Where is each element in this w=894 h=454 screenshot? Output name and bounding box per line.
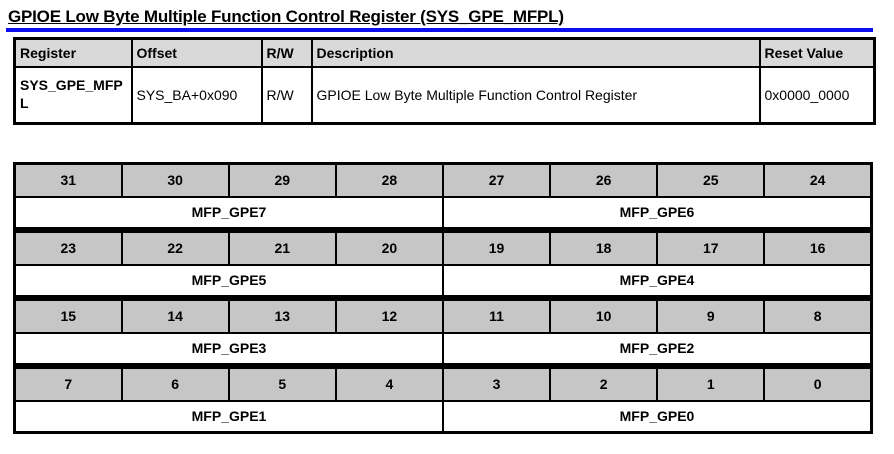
bit-number-row: 31 30 29 28 27 26 25 24 — [13, 162, 873, 198]
bit-field-cell: MFP_GPE2 — [442, 331, 873, 366]
bit-field-row: MFP_GPE1 MFP_GPE0 — [13, 399, 873, 434]
bit-number-cell: 6 — [120, 366, 230, 402]
title-underline-rule: GPIOE Low Byte Multiple Function Control… — [6, 7, 873, 32]
bit-number-row: 23 22 21 20 19 18 17 16 — [13, 230, 873, 266]
bit-number-cell: 19 — [441, 230, 552, 266]
bit-field-cell: MFP_GPE4 — [442, 263, 873, 298]
bit-field-cell: MFP_GPE3 — [13, 331, 444, 366]
bitfield-group-0: 31 30 29 28 27 26 25 24 MFP_GPE7 MFP_GPE6 — [13, 162, 873, 230]
bit-number-cell: 8 — [763, 298, 873, 334]
bit-field-cell: MFP_GPE5 — [13, 263, 444, 298]
column-header-register: Register — [13, 37, 133, 68]
bit-number-cell: 7 — [13, 366, 123, 402]
bit-number-cell: 11 — [441, 298, 552, 334]
column-header-rw: R/W — [260, 37, 313, 68]
register-reset-value-cell: 0x0000_0000 — [758, 65, 876, 125]
bitfield-table: 31 30 29 28 27 26 25 24 MFP_GPE7 MFP_GPE6 23 22 21 20… — [13, 162, 894, 434]
bit-number-cell: 0 — [763, 366, 873, 402]
register-table-row: SYS_GPE_MFPL SYS_BA+0x090 R/W GPIOE Low … — [13, 65, 876, 125]
register-description-cell: GPIOE Low Byte Multiple Function Control… — [310, 65, 761, 125]
register-summary-table: Register Offset R/W Description Reset Va… — [13, 37, 876, 125]
bit-field-cell: MFP_GPE6 — [442, 195, 873, 230]
bit-number-cell: 16 — [763, 230, 873, 266]
bit-number-cell: 23 — [13, 230, 123, 266]
bit-number-cell: 29 — [227, 162, 337, 198]
bit-number-cell: 4 — [334, 366, 445, 402]
bit-number-cell: 3 — [441, 366, 552, 402]
bit-number-cell: 18 — [549, 230, 659, 266]
bit-number-cell: 10 — [549, 298, 659, 334]
bit-number-cell: 1 — [656, 366, 766, 402]
bit-number-cell: 31 — [13, 162, 123, 198]
bit-number-cell: 28 — [334, 162, 445, 198]
bit-number-row: 15 14 13 12 11 10 9 8 — [13, 298, 873, 334]
bit-number-cell: 2 — [549, 366, 659, 402]
bit-number-cell: 24 — [763, 162, 873, 198]
bit-number-cell: 30 — [120, 162, 230, 198]
bit-number-cell: 22 — [120, 230, 230, 266]
bit-number-cell: 12 — [334, 298, 445, 334]
bit-field-cell: MFP_GPE0 — [442, 399, 873, 434]
bit-number-cell: 13 — [227, 298, 337, 334]
bitfield-group-2: 15 14 13 12 11 10 9 8 MFP_GPE3 MFP_GPE2 — [13, 298, 873, 366]
bitfield-group-1: 23 22 21 20 19 18 17 16 MFP_GPE5 MFP_GPE4 — [13, 230, 873, 298]
bit-number-cell: 26 — [549, 162, 659, 198]
register-table-header-row: Register Offset R/W Description Reset Va… — [13, 37, 876, 68]
bit-number-cell: 5 — [227, 366, 337, 402]
bit-field-cell: MFP_GPE7 — [13, 195, 444, 230]
bit-number-cell: 20 — [334, 230, 445, 266]
column-header-description: Description — [310, 37, 761, 68]
bit-number-cell: 27 — [441, 162, 552, 198]
register-rw-cell: R/W — [260, 65, 313, 125]
bit-number-cell: 14 — [120, 298, 230, 334]
column-header-reset-value: Reset Value — [758, 37, 876, 68]
bit-field-row: MFP_GPE5 MFP_GPE4 — [13, 263, 873, 298]
bit-number-cell: 25 — [656, 162, 766, 198]
bit-number-cell: 21 — [227, 230, 337, 266]
bit-number-cell: 15 — [13, 298, 123, 334]
bit-field-row: MFP_GPE3 MFP_GPE2 — [13, 331, 873, 366]
bit-field-cell: MFP_GPE1 — [13, 399, 444, 434]
column-header-offset: Offset — [130, 37, 263, 68]
page-title: GPIOE Low Byte Multiple Function Control… — [8, 7, 564, 26]
register-name-cell: SYS_GPE_MFPL — [13, 65, 133, 125]
bit-number-cell: 17 — [656, 230, 766, 266]
bit-field-row: MFP_GPE7 MFP_GPE6 — [13, 195, 873, 230]
register-offset-cell: SYS_BA+0x090 — [130, 65, 263, 125]
bitfield-group-3: 7 6 5 4 3 2 1 0 MFP_GPE1 MFP_GPE0 — [13, 366, 873, 434]
bit-number-cell: 9 — [656, 298, 766, 334]
